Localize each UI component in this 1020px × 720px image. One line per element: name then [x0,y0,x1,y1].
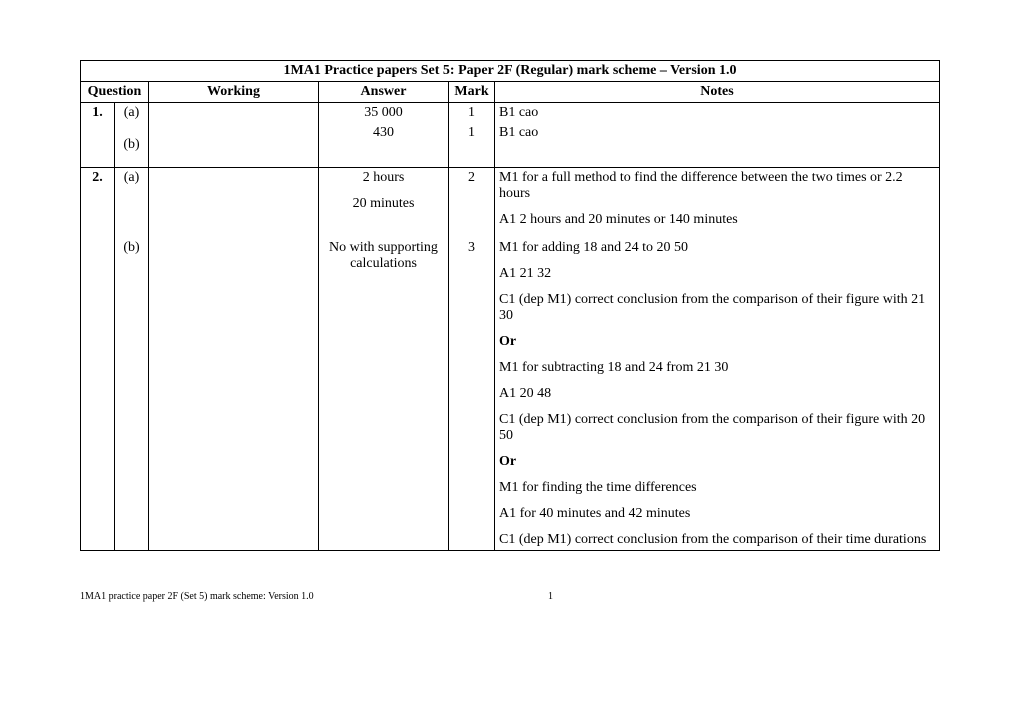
q2a-answer: 2 hours 20 minutes [319,168,449,231]
q1a-mark: 1 [449,103,495,124]
header-answer: Answer [319,82,449,103]
q2b-part: (b) [115,230,149,551]
footer-text: 1MA1 practice paper 2F (Set 5) mark sche… [80,591,314,602]
table-row: (b) 430 1 B1 cao [81,123,940,168]
q1-num: 1. [81,103,115,168]
footer-page: 1 [548,591,553,602]
q1a-part: (a) [115,103,149,124]
q2a-mark: 2 [449,168,495,231]
page-footer: 1MA1 practice paper 2F (Set 5) mark sche… [80,591,553,602]
q1a-answer: 35 000 [319,103,449,124]
title-row: 1MA1 Practice papers Set 5: Paper 2F (Re… [81,61,940,82]
q1b-working [149,123,319,168]
q2b-notes: M1 for adding 18 and 24 to 20 50 A1 21 3… [495,230,940,551]
q2b-working [149,230,319,551]
q2a-working [149,168,319,231]
mark-scheme-table: 1MA1 Practice papers Set 5: Paper 2F (Re… [80,60,940,551]
table-row: 1. (a) 35 000 1 B1 cao [81,103,940,124]
q2b-mark: 3 [449,230,495,551]
q1b-notes: B1 cao [495,123,940,168]
header-question: Question [81,82,149,103]
header-row: Question Working Answer Mark Notes [81,82,940,103]
table-row: 2. (a) 2 hours 20 minutes 2 M1 for a ful… [81,168,940,231]
table-title: 1MA1 Practice papers Set 5: Paper 2F (Re… [81,61,940,82]
q2b-answer: No with supporting calculations [319,230,449,551]
header-notes: Notes [495,82,940,103]
q1b-answer: 430 [319,123,449,168]
q2a-notes: M1 for a full method to find the differe… [495,168,940,231]
q1a-notes: B1 cao [495,103,940,124]
q2-num: 2. [81,168,115,551]
table-row: (b) No with supporting calculations 3 M1… [81,230,940,551]
q1b-part: (b) [115,123,149,168]
q1b-mark: 1 [449,123,495,168]
q1a-working [149,103,319,124]
header-mark: Mark [449,82,495,103]
header-working: Working [149,82,319,103]
q2a-part: (a) [115,168,149,231]
